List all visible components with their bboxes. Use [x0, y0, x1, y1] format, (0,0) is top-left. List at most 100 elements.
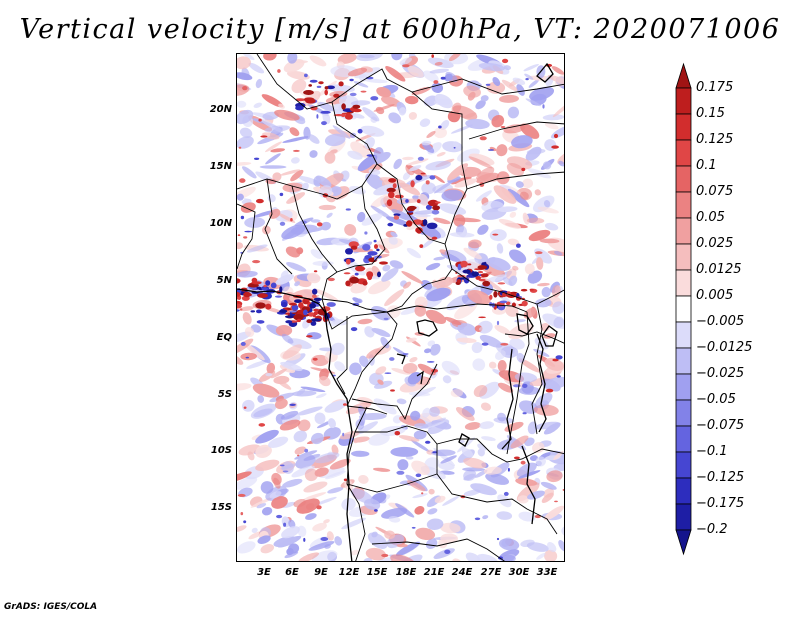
strong-motion-speck	[463, 277, 470, 284]
strong-motion-speck	[279, 286, 283, 293]
strong-motion-speck	[374, 509, 378, 512]
strong-motion-speck	[422, 219, 428, 226]
updraft-patch	[337, 54, 357, 64]
strong-motion-speck	[284, 315, 295, 319]
downdraft-patch	[507, 106, 520, 119]
colorbar-cell	[675, 191, 692, 219]
downdraft-patch	[281, 224, 306, 240]
strong-motion-speck	[326, 85, 335, 90]
downdraft-patch	[314, 452, 340, 464]
updraft-patch	[244, 327, 255, 337]
strong-motion-speck	[282, 470, 289, 473]
updraft-patch	[366, 348, 382, 359]
strong-motion-speck	[276, 514, 283, 519]
downdraft-patch	[524, 73, 534, 80]
downdraft-patch	[558, 160, 564, 167]
updraft-patch	[401, 271, 424, 284]
updraft-patch	[543, 505, 564, 521]
strong-motion-speck	[240, 512, 244, 516]
downdraft-patch	[324, 133, 346, 147]
strong-motion-speck	[265, 303, 272, 310]
downdraft-patch	[287, 54, 298, 64]
updraft-patch	[238, 444, 261, 456]
downdraft-patch	[478, 325, 490, 331]
updraft-patch	[491, 115, 505, 128]
downdraft-patch	[310, 432, 324, 445]
updraft-patch	[444, 316, 462, 326]
updraft-patch	[454, 217, 481, 223]
strong-motion-speck	[265, 280, 271, 286]
downdraft-patch	[334, 361, 346, 372]
downdraft-patch	[421, 182, 436, 195]
colorbar-label-13: −0.075	[696, 418, 745, 433]
colorbar-cell	[675, 321, 692, 349]
downdraft-patch	[391, 209, 413, 221]
strong-motion-speck	[405, 199, 409, 203]
updraft-patch	[440, 533, 458, 544]
downdraft-patch	[441, 360, 460, 376]
updraft-patch	[411, 86, 431, 96]
updraft-patch	[436, 152, 446, 157]
colorbar-cell	[675, 269, 692, 297]
downdraft-patch	[281, 526, 300, 539]
strong-motion-speck	[297, 454, 300, 457]
map-title: Vertical velocity [m/s] at 600hPa, VT: 2…	[19, 14, 781, 45]
downdraft-patch	[281, 333, 294, 344]
downdraft-patch	[280, 361, 303, 371]
downdraft-patch	[489, 229, 507, 242]
downdraft-patch	[341, 517, 366, 530]
updraft-patch	[497, 382, 514, 393]
strong-motion-speck	[237, 296, 240, 300]
strong-motion-speck	[551, 145, 559, 149]
strong-motion-speck	[529, 288, 534, 291]
downdraft-patch	[444, 73, 453, 82]
strong-motion-speck	[345, 280, 351, 287]
downdraft-patch	[324, 400, 348, 413]
strong-motion-speck	[270, 282, 277, 289]
strong-motion-speck	[521, 300, 528, 307]
strong-motion-speck	[520, 460, 526, 465]
strong-motion-speck	[496, 537, 500, 541]
strong-motion-speck	[480, 273, 489, 278]
strong-motion-speck	[357, 128, 363, 134]
strong-motion-speck	[497, 305, 505, 311]
downdraft-patch	[461, 448, 474, 458]
updraft-patch	[275, 398, 288, 410]
downdraft-patch	[422, 407, 431, 418]
downdraft-patch	[463, 489, 481, 496]
downdraft-patch	[314, 412, 326, 425]
downdraft-patch	[517, 470, 541, 479]
strong-motion-speck	[489, 294, 493, 300]
strong-motion-speck	[243, 291, 252, 298]
strong-motion-speck	[552, 358, 559, 362]
updraft-patch	[260, 544, 275, 554]
strong-motion-speck	[429, 175, 436, 180]
updraft-patch	[501, 79, 518, 91]
downdraft-patch	[472, 358, 486, 371]
downdraft-patch	[365, 173, 386, 191]
downdraft-patch	[406, 247, 421, 259]
updraft-patch	[286, 70, 310, 80]
downdraft-patch	[305, 513, 317, 520]
downdraft-patch	[430, 343, 441, 356]
downdraft-patch	[325, 470, 346, 480]
strong-motion-speck	[256, 309, 262, 314]
downdraft-patch	[251, 527, 258, 534]
updraft-patch	[377, 379, 384, 385]
strong-motion-speck	[417, 199, 421, 204]
strong-motion-speck	[313, 308, 319, 312]
updraft-patch	[365, 547, 387, 561]
strong-motion-speck	[304, 448, 309, 453]
strong-motion-speck	[316, 505, 322, 510]
lat-label-eq: EQ	[216, 332, 232, 343]
downdraft-patch	[308, 541, 335, 551]
updraft-patch	[428, 488, 435, 495]
strong-motion-speck	[522, 383, 528, 388]
downdraft-patch	[255, 78, 263, 89]
updraft-patch	[306, 272, 321, 284]
updraft-patch	[280, 169, 301, 176]
updraft-patch	[384, 289, 405, 307]
updraft-patch	[498, 218, 521, 229]
downdraft-patch	[425, 160, 451, 171]
strong-motion-speck	[415, 473, 422, 478]
